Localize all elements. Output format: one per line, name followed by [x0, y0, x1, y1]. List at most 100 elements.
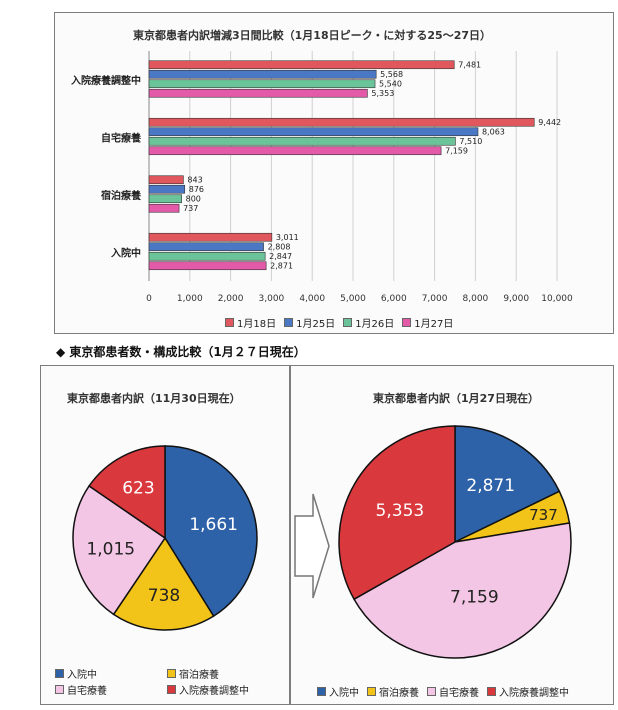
legend-swatch [343, 318, 353, 327]
bar-value-label: 5,353 [371, 89, 394, 98]
legend-item-inpatient: 入院中 [55, 666, 159, 681]
pie-left-panel: 東京都患者内訳（11月30日現在） 1,661 738 1,015 623 入院中 宿… [40, 365, 290, 705]
bar [148, 242, 264, 252]
bar-value-label: 2,847 [269, 252, 292, 261]
legend-swatch [402, 318, 412, 327]
legend-item-adjusting: 入院療養調整中 [487, 684, 569, 699]
legend-item: 1月27日 [402, 315, 453, 330]
section-heading: ◆ 東京都患者数・構成比較（1月２７日現在） [56, 345, 306, 359]
bar [148, 127, 479, 137]
pie-slice [88, 445, 166, 540]
legend-label: 入院中 [67, 670, 97, 681]
bar-value-label: 7,159 [445, 146, 468, 155]
legend-swatch [225, 318, 234, 327]
pie-slice [112, 536, 215, 631]
bar [148, 60, 455, 70]
pie-value-label: 737 [529, 506, 558, 524]
legend-swatch [427, 687, 436, 696]
legend-swatch [55, 669, 64, 678]
legend-label: 宿泊療養 [379, 688, 419, 699]
pie-right-panel: 東京都患者内訳（1月27日現在） 2,871 737 7,159 5,353 入院中 … [290, 365, 614, 705]
bar [148, 194, 182, 204]
legend-label: 入院療養調整中 [499, 688, 569, 699]
x-tick-label: 0 [146, 294, 152, 304]
legend-swatch [487, 687, 496, 696]
bar [148, 146, 442, 156]
bar [148, 175, 184, 185]
legend-label: 1月27日 [414, 319, 454, 330]
bar-value-label: 876 [189, 185, 204, 194]
legend-label: 宿泊療養 [179, 670, 219, 681]
legend-label: 入院療養調整中 [179, 686, 249, 697]
legend-item-adjusting: 入院療養調整中 [167, 682, 249, 697]
pie-left-title: 東京都患者内訳（11月30日現在） [67, 392, 241, 405]
category-label: 入院療養調整中 [71, 74, 141, 87]
bar [148, 88, 368, 98]
bar-value-label: 5,540 [379, 79, 402, 88]
legend-item-inpatient: 入院中 [317, 684, 359, 699]
legend-label: 1月26日 [355, 319, 395, 330]
bar-chart-svg: 0 1,000 2,000 3,000 4,000 5,000 6,000 7,000 8,00… [71, 51, 573, 304]
bar-value-label: 5,568 [380, 70, 403, 79]
pie-slice [353, 522, 572, 659]
x-tick-label: 3,000 [259, 294, 285, 304]
legend-swatch [167, 685, 176, 694]
pie-left-legend-row-2: 自宅療養 入院療養調整中 [55, 682, 257, 697]
bar [148, 69, 377, 79]
bar-value-label: 9,442 [538, 118, 561, 127]
pie-slice [338, 425, 456, 601]
legend-item-hotel: 宿泊療養 [167, 666, 219, 681]
category-label: 宿泊療養 [101, 189, 141, 202]
pie-value-label: 5,353 [376, 501, 425, 521]
legend-swatch [367, 687, 376, 696]
x-tick-label: 8,000 [463, 294, 489, 304]
pie-right-title: 東京都患者内訳（1月27日現在） [373, 392, 539, 405]
legend-swatch [284, 318, 294, 327]
arrow-icon [294, 493, 330, 599]
legend-swatch [317, 687, 326, 696]
legend-item-home: 自宅療養 [55, 682, 159, 697]
pie-value-label: 1,015 [86, 539, 135, 559]
x-tick-label: 6,000 [381, 294, 407, 304]
bar-value-label: 800 [186, 194, 201, 203]
x-tick-label: 2,000 [218, 294, 244, 304]
bar [148, 232, 273, 242]
bar-value-label: 8,063 [482, 127, 505, 136]
x-tick-label: 4,000 [299, 294, 325, 304]
x-tick-label: 9,000 [503, 294, 529, 304]
pie-value-label: 738 [148, 586, 180, 606]
bar-value-label: 7,510 [459, 137, 482, 146]
bar [148, 261, 267, 271]
bar-value-label: 843 [187, 175, 202, 184]
legend-item: 1月25日 [284, 315, 335, 330]
bar [148, 251, 266, 261]
bar [148, 136, 456, 146]
bar-value-label: 2,871 [270, 261, 293, 270]
legend-swatch [167, 669, 176, 678]
pie-left-svg: 1,661 738 1,015 623 [72, 445, 258, 631]
bar-value-label: 3,011 [276, 233, 299, 242]
pie-value-label: 623 [122, 479, 154, 499]
pie-value-label: 7,159 [450, 588, 499, 608]
x-tick-label: 10,000 [541, 294, 573, 304]
pie-slice [454, 425, 561, 544]
bar-value-label: 737 [183, 204, 198, 213]
legend-item: 1月18日 [225, 315, 276, 330]
legend-item-home: 自宅療養 [427, 684, 479, 699]
bar [148, 117, 535, 127]
legend-item: 1月26日 [343, 315, 394, 330]
legend-label: 1月25日 [296, 319, 336, 330]
legend-item-hotel: 宿泊療養 [367, 684, 419, 699]
x-tick-label: 7,000 [422, 294, 448, 304]
legend-label: 自宅療養 [67, 686, 107, 697]
category-label: 自宅療養 [101, 131, 141, 144]
legend-swatch [55, 685, 64, 694]
bar-value-label: 7,481 [458, 60, 481, 69]
bar [148, 184, 186, 194]
bar-value-label: 2,808 [268, 242, 291, 251]
bar-chart-panel: 東京都患者内訳増減3日間比較（1月18日ピーク・に対する25〜27日） 0 1,0… [54, 12, 614, 334]
pie-value-label: 1,661 [189, 515, 238, 535]
legend-label: 自宅療養 [439, 688, 479, 699]
x-tick-label: 1,000 [177, 294, 203, 304]
bar-chart-title: 東京都患者内訳増減3日間比較（1月18日ピーク・に対する25〜27日） [133, 29, 492, 42]
